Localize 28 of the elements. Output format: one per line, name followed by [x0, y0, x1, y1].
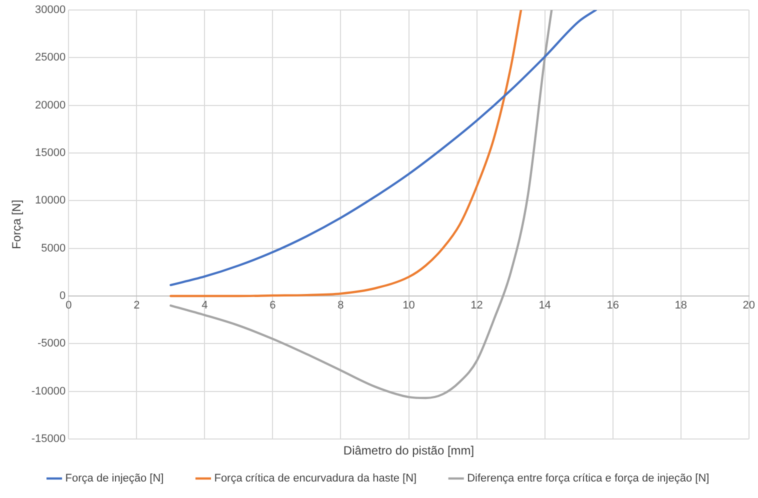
- y-tick-label: -10000: [31, 385, 66, 398]
- x-tick-label: 10: [402, 300, 415, 312]
- legend-label: Diferença entre força crítica e força de injeção [N]: [467, 472, 710, 485]
- x-tick-label: 14: [538, 300, 551, 312]
- y-tick-label: 20000: [35, 99, 66, 112]
- y-tick-label: 5000: [41, 242, 66, 254]
- y-tick-label: 25000: [35, 52, 66, 64]
- x-tick-label: 4: [202, 300, 208, 312]
- y-tick-label: -15000: [31, 433, 66, 446]
- line-series: [170, 10, 522, 298]
- y-tick-label: 0: [60, 290, 66, 302]
- y-tick-label: 30000: [35, 4, 66, 16]
- x-tick-label: 16: [606, 300, 619, 312]
- x-tick-label: 12: [470, 300, 483, 312]
- legend-label: Força de injeção [N]: [65, 472, 164, 485]
- y-axis-title: Força [N]: [10, 200, 24, 250]
- x-tick-label: 6: [270, 300, 276, 312]
- x-tick-label: 8: [338, 300, 344, 312]
- x-tick-label: 18: [674, 300, 687, 312]
- x-tick-label: 2: [134, 300, 140, 312]
- y-tick-label: -5000: [38, 338, 66, 350]
- legend-label: Força crítica de encurvadura da haste [N]: [214, 472, 417, 485]
- y-tick-label: 15000: [35, 147, 66, 160]
- line-series: [170, 10, 553, 400]
- line-series: [170, 10, 597, 286]
- y-tick-label: 10000: [35, 194, 66, 207]
- x-tick-label: 20: [742, 300, 756, 312]
- x-axis-title: Diâmetro do pistão [mm]: [343, 443, 474, 458]
